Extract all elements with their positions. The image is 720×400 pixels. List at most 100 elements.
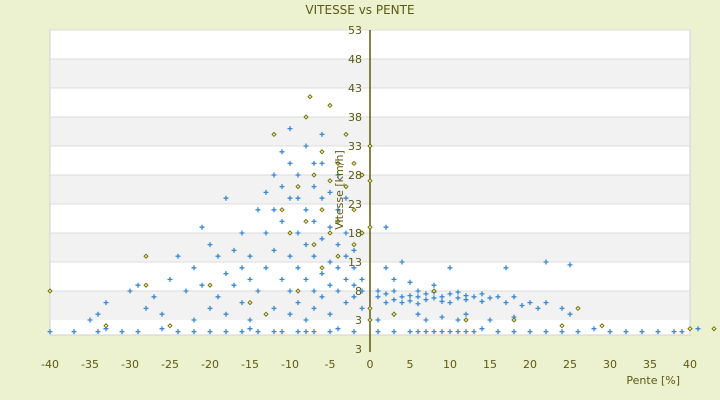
data-point: [303, 276, 309, 282]
y-tick-label: 43: [348, 82, 362, 95]
data-point: [303, 329, 309, 335]
data-point: [471, 329, 477, 335]
data-point: [311, 218, 317, 224]
data-point: [391, 276, 397, 282]
x-tick-label: -5: [325, 358, 336, 371]
data-point: [223, 195, 229, 201]
data-point: [159, 311, 165, 317]
data-point: [311, 253, 317, 259]
data-point: [447, 265, 453, 271]
data-point: [391, 311, 397, 317]
y-tick-label: 18: [348, 227, 362, 240]
data-point: [351, 241, 357, 248]
data-point: [655, 329, 661, 335]
data-point: [383, 300, 389, 306]
data-point: [127, 288, 133, 294]
x-tick-label: 5: [407, 358, 414, 371]
data-point: [327, 259, 333, 265]
data-point: [335, 288, 341, 294]
data-point: [223, 311, 229, 317]
data-point: [335, 160, 341, 167]
data-point: [447, 291, 453, 297]
data-point: [255, 329, 261, 335]
data-point: [247, 299, 253, 306]
y-tick-label: 38: [348, 111, 362, 124]
y-axis-label: Vitesse [km/h]: [333, 150, 346, 230]
data-point: [431, 288, 437, 294]
data-point: [367, 305, 373, 312]
data-point: [351, 265, 357, 271]
data-point: [575, 305, 581, 312]
data-point: [415, 301, 421, 307]
x-tick-label: -35: [81, 358, 99, 371]
data-point: [295, 172, 301, 178]
data-point: [319, 149, 325, 155]
data-point: [199, 282, 205, 288]
data-point: [311, 172, 317, 178]
data-point: [415, 311, 421, 317]
data-point: [343, 131, 349, 138]
data-point: [231, 247, 237, 253]
data-point: [295, 300, 301, 306]
data-point: [711, 326, 717, 332]
data-point: [399, 294, 405, 300]
chart-title: VITESSE vs PENTE: [305, 3, 414, 17]
data-point: [431, 295, 437, 301]
data-point: [351, 282, 357, 288]
data-point: [359, 288, 365, 294]
data-point: [295, 265, 301, 271]
data-point: [559, 305, 565, 311]
y-tick-label: 23: [348, 198, 362, 211]
data-point: [351, 160, 357, 167]
data-point: [343, 183, 349, 190]
data-point: [503, 300, 509, 306]
data-point: [335, 218, 341, 225]
data-point: [431, 329, 437, 335]
data-point: [327, 230, 333, 236]
data-point: [343, 195, 349, 201]
data-point: [311, 241, 317, 248]
x-tick-label: 15: [483, 358, 497, 371]
data-point: [71, 329, 77, 335]
data-point: [263, 230, 269, 236]
data-point: [303, 242, 309, 248]
data-point: [575, 329, 581, 335]
data-point: [375, 329, 381, 335]
data-point: [543, 259, 549, 265]
data-point: [271, 329, 277, 335]
x-tick-label: 30: [603, 358, 617, 371]
data-point: [239, 329, 245, 335]
data-point: [311, 329, 317, 335]
data-point: [351, 207, 357, 213]
data-point: [535, 305, 541, 311]
data-point: [687, 326, 693, 332]
data-point: [463, 317, 469, 323]
data-point: [343, 230, 349, 236]
data-point: [471, 294, 477, 300]
data-point: [463, 293, 469, 299]
data-point: [47, 288, 53, 294]
data-point: [247, 317, 253, 323]
data-point: [423, 297, 429, 303]
data-point: [327, 224, 333, 230]
data-point: [343, 253, 349, 259]
data-point: [95, 329, 101, 335]
data-point: [319, 207, 325, 213]
data-point: [359, 230, 365, 236]
data-point: [167, 323, 173, 329]
data-point: [207, 305, 213, 311]
x-tick-label: 25: [563, 358, 577, 371]
data-point: [455, 317, 461, 323]
y-tick-label: 53: [348, 24, 362, 37]
data-point: [351, 294, 357, 300]
data-point: [295, 230, 301, 236]
data-point: [671, 329, 677, 335]
data-point: [311, 160, 317, 166]
data-point: [143, 253, 149, 259]
y-tick-label: 28: [348, 169, 362, 182]
data-point: [335, 265, 341, 271]
data-point: [335, 326, 341, 332]
data-point: [567, 262, 573, 268]
data-point: [391, 329, 397, 335]
